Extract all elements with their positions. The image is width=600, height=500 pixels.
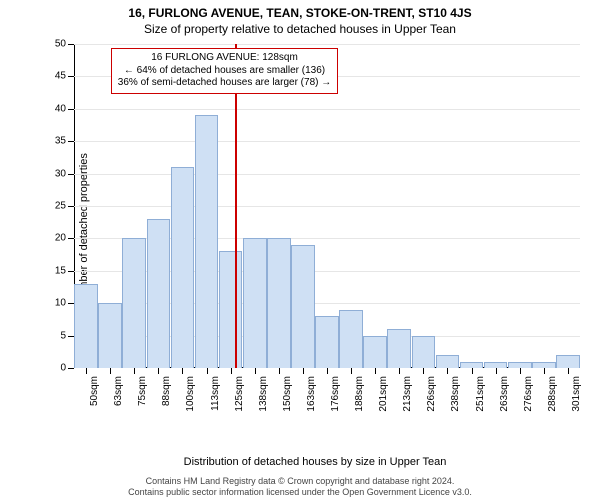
x-tick-label: 163sqm (306, 376, 317, 412)
y-tick-label: 15 (55, 265, 66, 276)
histogram-bar (436, 355, 460, 368)
x-tick (544, 368, 545, 374)
histogram-bar (122, 238, 146, 368)
y-tick-label: 30 (55, 168, 66, 179)
x-tick (399, 368, 400, 374)
x-tick (496, 368, 497, 374)
histogram-bar (98, 303, 122, 368)
x-tick (158, 368, 159, 374)
x-tick (279, 368, 280, 374)
x-tick-label: 188sqm (354, 376, 365, 412)
x-tick (255, 368, 256, 374)
grid-line (74, 206, 580, 207)
histogram-bar (74, 284, 98, 368)
histogram-bar (195, 115, 219, 368)
x-tick (447, 368, 448, 374)
histogram-bar (387, 329, 411, 368)
chart-container: Number of detached properties 0510152025… (50, 44, 580, 414)
x-tick (375, 368, 376, 374)
x-tick-label: 113sqm (210, 376, 221, 411)
x-tick (86, 368, 87, 374)
x-tick (182, 368, 183, 374)
x-tick (423, 368, 424, 374)
x-tick-label: 138sqm (258, 376, 269, 412)
x-tick (110, 368, 111, 374)
grid-line (74, 141, 580, 142)
x-tick-label: 263sqm (499, 376, 510, 412)
y-tick (68, 368, 74, 369)
histogram-bar (412, 336, 436, 368)
footer-line2: Contains public sector information licen… (0, 487, 600, 498)
x-tick (351, 368, 352, 374)
x-tick (520, 368, 521, 374)
y-tick (68, 109, 74, 110)
x-tick (568, 368, 569, 374)
x-tick (231, 368, 232, 374)
x-tick-label: 75sqm (137, 376, 148, 406)
y-tick-label: 45 (55, 71, 66, 82)
y-tick-label: 20 (55, 233, 66, 244)
histogram-bar (219, 251, 243, 368)
x-tick (303, 368, 304, 374)
x-tick-label: 276sqm (523, 376, 534, 412)
grid-line (74, 44, 580, 45)
x-tick-label: 251sqm (475, 376, 486, 412)
grid-line (74, 174, 580, 175)
attribution-footer: Contains HM Land Registry data © Crown c… (0, 476, 600, 498)
x-tick (134, 368, 135, 374)
y-tick (68, 206, 74, 207)
histogram-bar (147, 219, 171, 368)
x-tick (207, 368, 208, 374)
y-tick-label: 35 (55, 136, 66, 147)
y-tick-label: 0 (60, 363, 66, 374)
x-tick-label: 301sqm (571, 376, 582, 412)
marker-callout: 16 FURLONG AVENUE: 128sqm← 64% of detach… (111, 48, 338, 94)
y-tick (68, 76, 74, 77)
histogram-bar (243, 238, 267, 368)
y-tick (68, 174, 74, 175)
footer-line1: Contains HM Land Registry data © Crown c… (0, 476, 600, 487)
y-tick (68, 44, 74, 45)
chart-title-address: 16, FURLONG AVENUE, TEAN, STOKE-ON-TRENT… (0, 0, 600, 20)
x-axis-label: Distribution of detached houses by size … (50, 456, 580, 468)
y-tick (68, 336, 74, 337)
histogram-bar (339, 310, 363, 368)
x-tick-label: 150sqm (282, 376, 293, 412)
x-tick-label: 125sqm (234, 376, 245, 412)
x-tick-label: 100sqm (185, 376, 196, 412)
x-tick-label: 201sqm (378, 376, 389, 412)
y-tick (68, 238, 74, 239)
y-tick-label: 25 (55, 201, 66, 212)
callout-line: ← 64% of detached houses are smaller (13… (118, 65, 331, 78)
plot-area: 0510152025303540455050sqm63sqm75sqm88sqm… (74, 44, 580, 368)
x-tick-label: 176sqm (330, 376, 341, 412)
y-tick-label: 5 (60, 330, 66, 341)
histogram-bar (291, 245, 315, 368)
histogram-bar (363, 336, 387, 368)
x-tick-label: 238sqm (450, 376, 461, 412)
x-tick (472, 368, 473, 374)
grid-line (74, 109, 580, 110)
x-tick-label: 63sqm (113, 376, 124, 406)
callout-line: 16 FURLONG AVENUE: 128sqm (118, 52, 331, 65)
x-tick-label: 213sqm (402, 376, 413, 412)
chart-title-description: Size of property relative to detached ho… (0, 20, 600, 40)
x-tick (327, 368, 328, 374)
y-tick-label: 50 (55, 39, 66, 50)
x-tick-label: 50sqm (89, 376, 100, 406)
y-tick-label: 40 (55, 103, 66, 114)
histogram-bar (556, 355, 580, 368)
histogram-bar (171, 167, 195, 368)
y-tick (68, 303, 74, 304)
y-tick (68, 141, 74, 142)
histogram-bar (267, 238, 291, 368)
x-tick-label: 226sqm (426, 376, 437, 412)
x-tick-label: 88sqm (161, 376, 172, 406)
callout-line: 36% of semi-detached houses are larger (… (118, 77, 331, 90)
y-tick-label: 10 (55, 298, 66, 309)
histogram-bar (315, 316, 339, 368)
y-tick (68, 271, 74, 272)
x-tick-label: 288sqm (547, 376, 558, 412)
